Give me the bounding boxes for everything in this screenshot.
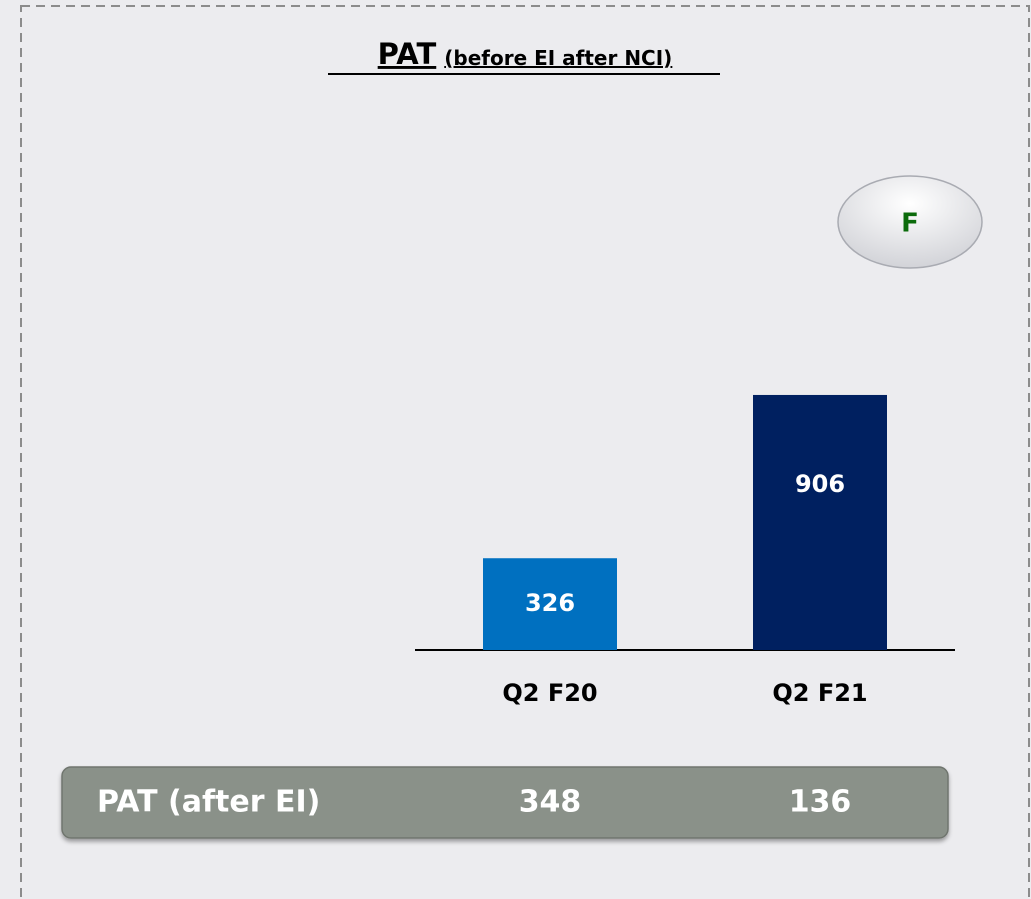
summary-label: PAT (after EI) — [97, 785, 320, 820]
summary-value: 348 — [519, 785, 582, 820]
badge-ellipse — [837, 175, 983, 269]
bar — [753, 394, 887, 650]
bar — [483, 558, 617, 650]
data-label: 906 — [795, 470, 845, 498]
chart-subtitle: (before EI after NCI) — [444, 46, 672, 70]
dashed-frame — [20, 5, 1030, 899]
badge-text: F — [901, 209, 919, 239]
x-tick-label: Q2 F20 — [502, 679, 597, 707]
summary-box — [61, 766, 949, 839]
data-label: 326 — [525, 589, 575, 617]
x-tick-label: Q2 F21 — [772, 679, 867, 707]
summary-value: 136 — [789, 785, 852, 820]
chart-title: PAT — [378, 37, 437, 71]
chart-title-group: PAT (before EI after NCI) — [378, 37, 673, 71]
